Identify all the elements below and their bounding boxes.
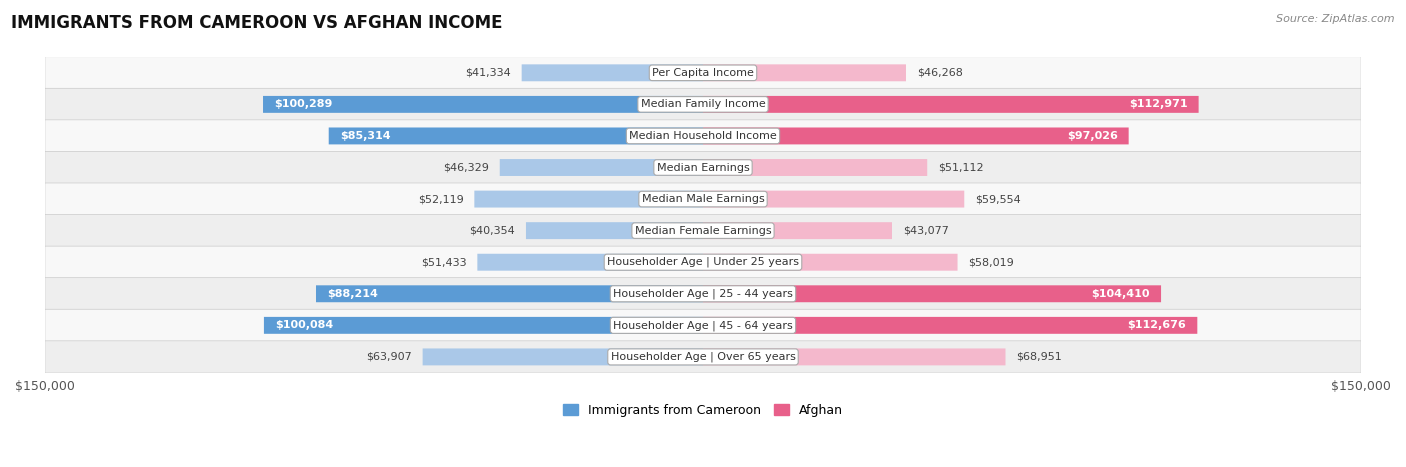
Text: $52,119: $52,119 — [418, 194, 464, 204]
Text: Householder Age | Under 25 years: Householder Age | Under 25 years — [607, 257, 799, 268]
FancyBboxPatch shape — [263, 96, 703, 113]
Text: Median Family Income: Median Family Income — [641, 99, 765, 109]
FancyBboxPatch shape — [703, 254, 957, 271]
FancyBboxPatch shape — [703, 64, 905, 81]
Text: Median Earnings: Median Earnings — [657, 163, 749, 172]
Text: Householder Age | Over 65 years: Householder Age | Over 65 years — [610, 352, 796, 362]
Text: Source: ZipAtlas.com: Source: ZipAtlas.com — [1277, 14, 1395, 24]
FancyBboxPatch shape — [703, 285, 1161, 302]
Text: Householder Age | 45 - 64 years: Householder Age | 45 - 64 years — [613, 320, 793, 331]
Text: $51,112: $51,112 — [938, 163, 984, 172]
Text: $51,433: $51,433 — [420, 257, 467, 267]
FancyBboxPatch shape — [474, 191, 703, 207]
Text: Median Household Income: Median Household Income — [628, 131, 778, 141]
FancyBboxPatch shape — [45, 341, 1361, 373]
FancyBboxPatch shape — [526, 222, 703, 239]
Text: $97,026: $97,026 — [1067, 131, 1118, 141]
Text: $43,077: $43,077 — [903, 226, 949, 236]
FancyBboxPatch shape — [703, 127, 1129, 144]
FancyBboxPatch shape — [264, 317, 703, 334]
FancyBboxPatch shape — [329, 127, 703, 144]
Text: $100,084: $100,084 — [276, 320, 333, 330]
Text: $112,676: $112,676 — [1128, 320, 1187, 330]
Text: $68,951: $68,951 — [1017, 352, 1062, 362]
FancyBboxPatch shape — [478, 254, 703, 271]
Text: $40,354: $40,354 — [470, 226, 515, 236]
Text: $46,268: $46,268 — [917, 68, 963, 78]
FancyBboxPatch shape — [703, 159, 927, 176]
Text: Per Capita Income: Per Capita Income — [652, 68, 754, 78]
FancyBboxPatch shape — [45, 246, 1361, 278]
FancyBboxPatch shape — [45, 151, 1361, 184]
FancyBboxPatch shape — [703, 222, 891, 239]
Text: $104,410: $104,410 — [1091, 289, 1150, 299]
Text: $59,554: $59,554 — [976, 194, 1021, 204]
Text: $112,971: $112,971 — [1129, 99, 1188, 109]
Text: IMMIGRANTS FROM CAMEROON VS AFGHAN INCOME: IMMIGRANTS FROM CAMEROON VS AFGHAN INCOM… — [11, 14, 503, 32]
FancyBboxPatch shape — [703, 191, 965, 207]
FancyBboxPatch shape — [45, 214, 1361, 247]
FancyBboxPatch shape — [499, 159, 703, 176]
Text: $63,907: $63,907 — [366, 352, 412, 362]
FancyBboxPatch shape — [45, 309, 1361, 341]
Text: $46,329: $46,329 — [443, 163, 489, 172]
FancyBboxPatch shape — [423, 348, 703, 365]
FancyBboxPatch shape — [703, 317, 1198, 334]
FancyBboxPatch shape — [45, 57, 1361, 89]
FancyBboxPatch shape — [316, 285, 703, 302]
FancyBboxPatch shape — [45, 278, 1361, 310]
Text: $58,019: $58,019 — [969, 257, 1014, 267]
Text: Median Female Earnings: Median Female Earnings — [634, 226, 772, 236]
Text: $100,289: $100,289 — [274, 99, 332, 109]
FancyBboxPatch shape — [703, 96, 1198, 113]
Text: Median Male Earnings: Median Male Earnings — [641, 194, 765, 204]
FancyBboxPatch shape — [45, 120, 1361, 152]
Text: Householder Age | 25 - 44 years: Householder Age | 25 - 44 years — [613, 289, 793, 299]
FancyBboxPatch shape — [522, 64, 703, 81]
Legend: Immigrants from Cameroon, Afghan: Immigrants from Cameroon, Afghan — [564, 404, 842, 417]
FancyBboxPatch shape — [703, 348, 1005, 365]
Text: $41,334: $41,334 — [465, 68, 510, 78]
FancyBboxPatch shape — [45, 183, 1361, 215]
Text: $88,214: $88,214 — [328, 289, 378, 299]
Text: $85,314: $85,314 — [340, 131, 391, 141]
FancyBboxPatch shape — [45, 88, 1361, 120]
